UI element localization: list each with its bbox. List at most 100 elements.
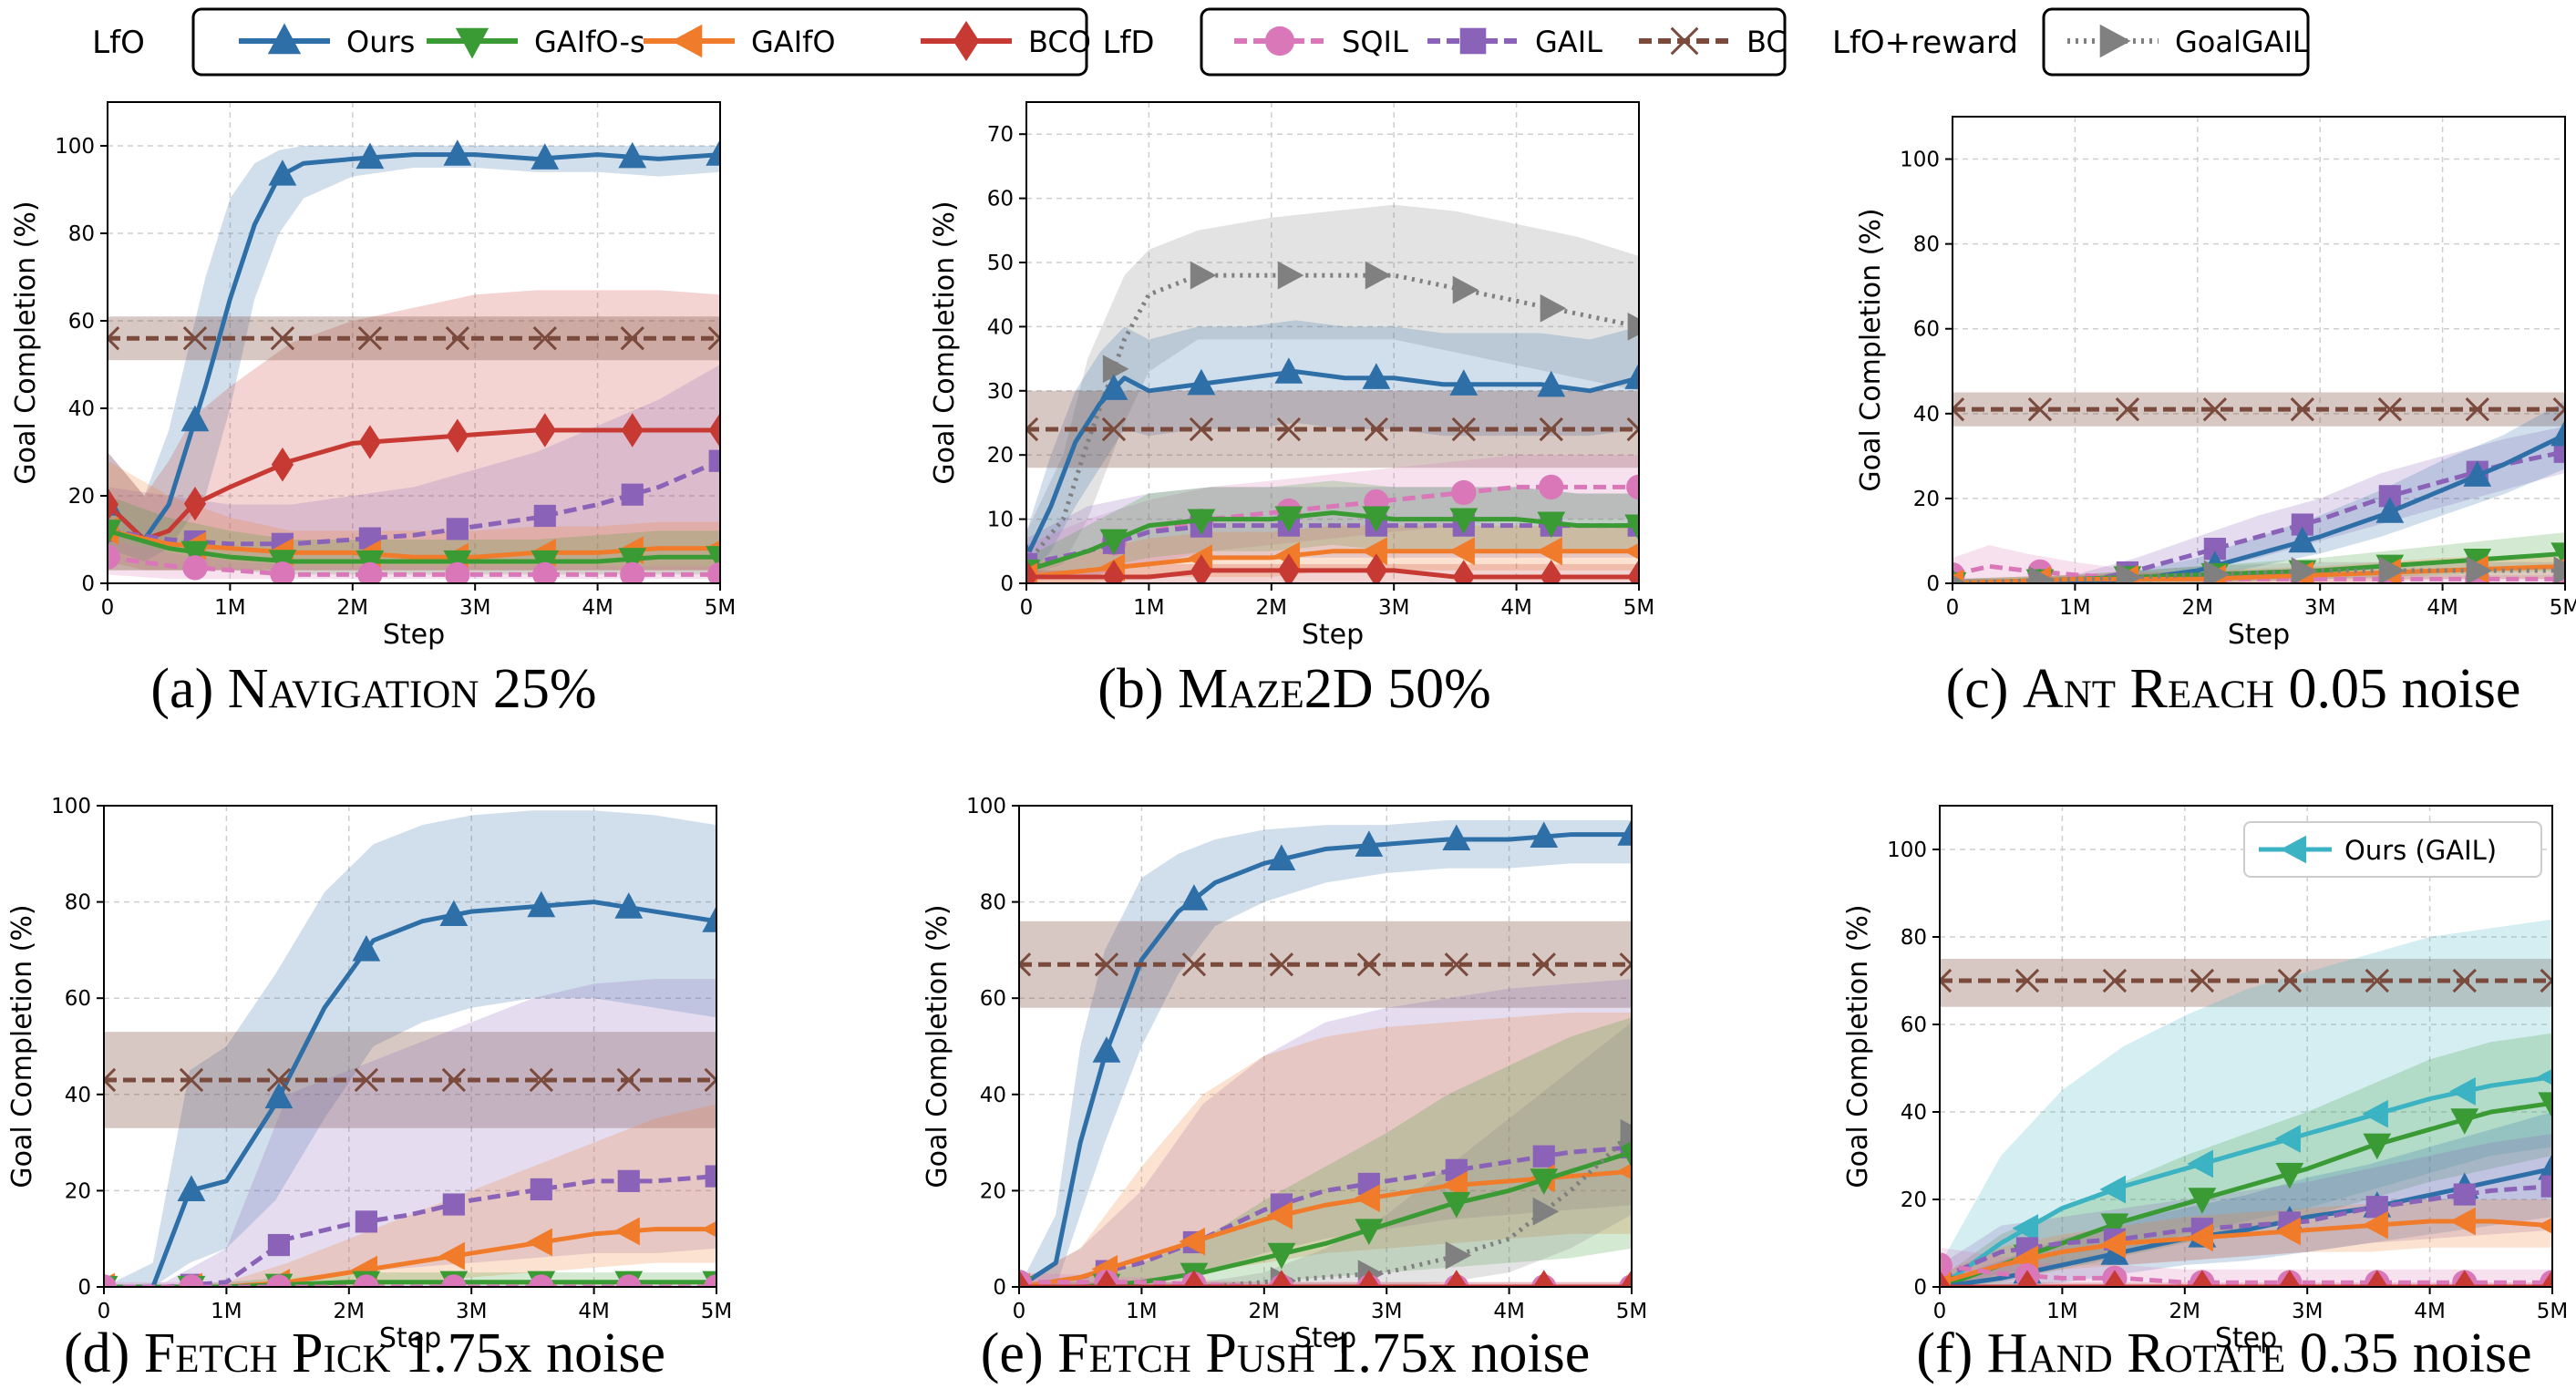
- marker-bco: [1102, 560, 1126, 583]
- marker-bco: [2453, 1270, 2476, 1287]
- marker-gaifo: [526, 1228, 552, 1257]
- top-legend: LfO Ours GAIfO-s GAIfO BCO LfD SQIL GAIL BC LfO+r…: [92, 7, 2310, 77]
- marker-gail: [1532, 1145, 1555, 1168]
- plot-area: [1026, 204, 1639, 583]
- legend-marker: [2099, 24, 2131, 58]
- marker-ours: [1442, 824, 1471, 851]
- caption-label: (a): [150, 658, 227, 720]
- marker-gaifo: [2362, 1210, 2388, 1240]
- legend-label: GAIL: [1535, 25, 1602, 59]
- y-tick-label: 40: [980, 1084, 1006, 1107]
- plot-area: [108, 139, 720, 583]
- marker-ours: [177, 1175, 206, 1202]
- legend-label: Ours: [346, 25, 415, 59]
- legend-entry-gaifo: GAIfO: [644, 24, 836, 59]
- x-axis-label: Step: [1294, 1322, 1356, 1354]
- marker-gaifo-s: [2363, 1133, 2392, 1160]
- legend-box: [2042, 7, 2310, 77]
- band-gail: [108, 365, 720, 571]
- legend-label: GAIfO-s: [534, 25, 645, 59]
- marker-ours-gail: [2537, 1068, 2552, 1085]
- marker-gaifo: [2537, 1217, 2552, 1234]
- marker-bc: [182, 326, 208, 351]
- x-tick-label: 0: [1020, 596, 1034, 620]
- marker-bco: [1627, 560, 1639, 583]
- panel-caption: (a) Navigation 25%: [150, 658, 596, 720]
- band-gail: [1026, 487, 1639, 577]
- marker-bco: [2103, 1270, 2127, 1287]
- line-ours: [1019, 832, 1632, 1287]
- line-gail: [108, 458, 720, 547]
- marker-gaifo-s: [1442, 1191, 1471, 1219]
- caption-label: (b): [1097, 658, 1178, 720]
- marker-bc: [2014, 968, 2040, 993]
- axes-frame: [107, 101, 721, 584]
- legend-entry-ours: Ours: [239, 23, 415, 59]
- marker-sqil: [616, 1274, 642, 1287]
- marker-sqil: [182, 555, 208, 581]
- x-tick-label: 3M: [459, 596, 490, 620]
- line-sqil: [108, 554, 720, 577]
- y-tick-label: 100: [966, 795, 1006, 818]
- legend-group-label: LfO: [92, 25, 145, 61]
- line-ours: [1940, 1166, 2552, 1287]
- series-ours: [104, 890, 716, 1287]
- band-sqil: [1026, 455, 1639, 577]
- marker-gail: [355, 1210, 377, 1233]
- marker-bc: [2115, 397, 2140, 422]
- marker-goalgail: [1277, 261, 1304, 290]
- marker-bco: [183, 487, 207, 521]
- marker-ours: [268, 159, 297, 186]
- y-tick-label: 40: [987, 315, 1014, 339]
- line-goalgail: [1026, 273, 1639, 566]
- plot-area: [1019, 819, 1632, 1287]
- y-axis-label: Goal Completion (%): [929, 201, 961, 484]
- marker-bco: [1620, 1270, 1632, 1287]
- x-tick-label: 0: [101, 596, 115, 620]
- marker-bco: [1357, 1270, 1380, 1287]
- series-bco: [1940, 1270, 2552, 1287]
- marker-ours: [531, 143, 560, 170]
- marker-bc: [2465, 397, 2489, 422]
- x-axis-label: Step: [2215, 1322, 2277, 1354]
- y-tick-label: 0: [77, 1276, 91, 1300]
- marker-ours: [2375, 497, 2405, 523]
- panel-c: 0 20 40 60 80 100 0 1M 2M 3M 4M 5M Step Goal Completi…: [1855, 116, 2576, 720]
- x-tick-label: 2M: [2182, 596, 2213, 620]
- series-bc: [1019, 952, 1632, 977]
- y-tick-label: 80: [68, 222, 95, 246]
- line-gail: [104, 1174, 716, 1287]
- axes-frame: [1952, 116, 2566, 584]
- marker-goalgail: [2466, 556, 2493, 583]
- x-tick-label: 5M: [701, 1300, 732, 1323]
- marker-gaifo-s: [1617, 1141, 1632, 1168]
- marker-gaifo: [1448, 537, 1475, 566]
- caption-task: Fetch Pick: [144, 1322, 405, 1384]
- marker-bco: [1532, 1270, 1555, 1287]
- legend-label: Ours (GAIL): [2344, 835, 2497, 866]
- x-tick-label: 1M: [211, 1300, 242, 1323]
- panel-caption: (c) Ant Reach 0.05 noise: [1946, 658, 2521, 720]
- x-tick-label: 3M: [456, 1300, 487, 1323]
- marker-gaifo: [1616, 1163, 1632, 1180]
- marker-ours: [1267, 844, 1296, 870]
- marker-gaifo-s: [2538, 1092, 2552, 1118]
- marker-gaifo: [1266, 1201, 1293, 1230]
- caption-detail: 1.75x noise: [405, 1322, 665, 1384]
- band-gaifo-s: [1940, 1033, 2552, 1287]
- marker-ours: [2463, 460, 2492, 487]
- marker-bco: [358, 425, 381, 459]
- marker-bc: [1276, 417, 1302, 442]
- marker-gaifo-s: [1530, 1168, 1559, 1195]
- marker-goalgail: [1627, 312, 1639, 341]
- y-tick-label: 0: [1913, 1276, 1927, 1300]
- marker-gaifo: [1536, 537, 1562, 566]
- legend-entry-gaifo-s: GAIfO-s: [427, 25, 645, 59]
- x-tick-label: 2M: [1249, 1300, 1280, 1323]
- y-axis-label: Goal Completion (%): [1842, 904, 1874, 1188]
- plot-area: [104, 810, 716, 1287]
- x-tick-label: 2M: [337, 596, 368, 620]
- marker-ours: [1355, 830, 1384, 857]
- y-tick-label: 50: [987, 252, 1014, 275]
